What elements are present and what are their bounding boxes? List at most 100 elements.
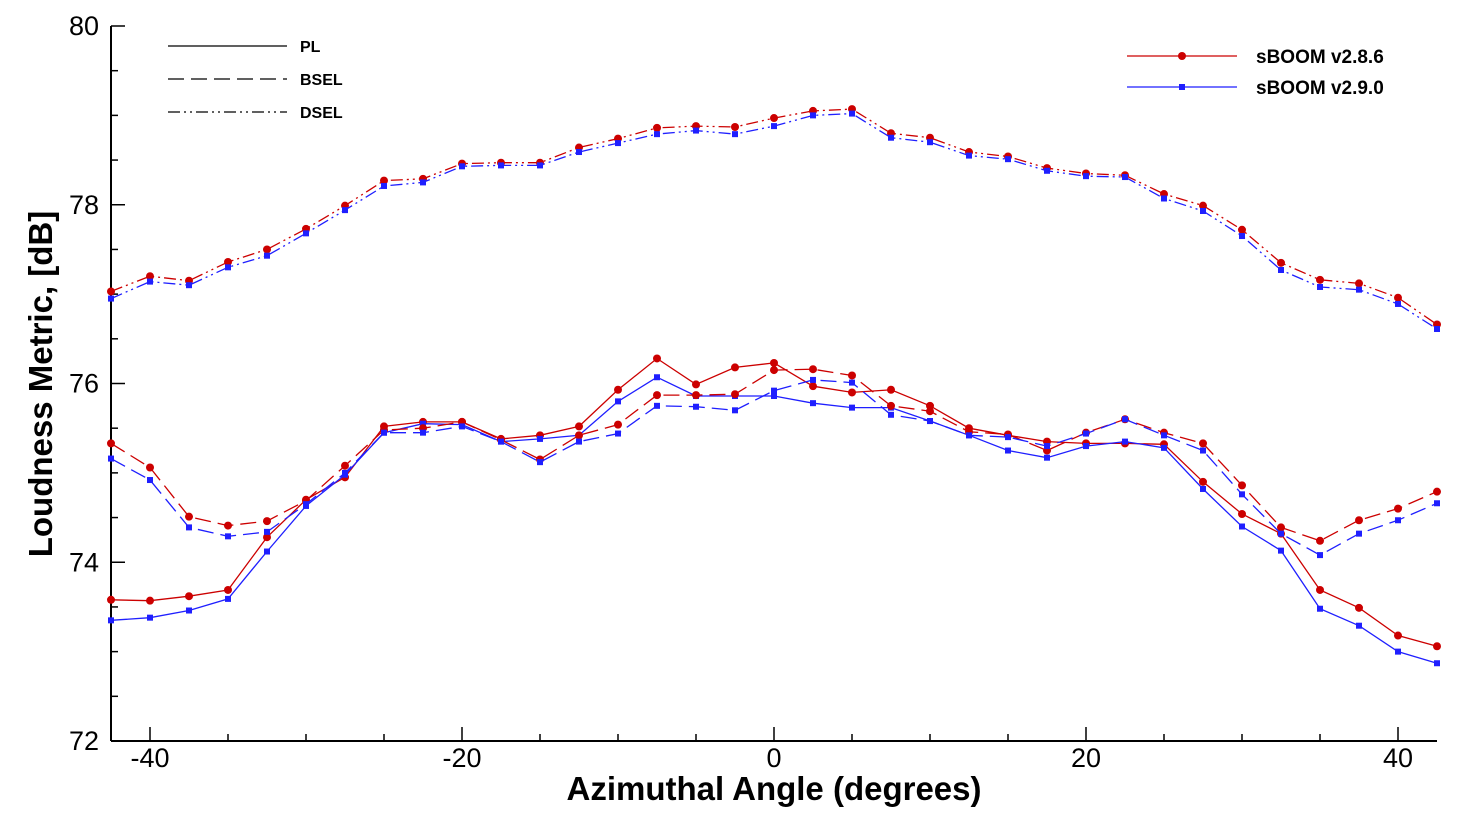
series-line	[110, 376, 1438, 664]
legend-pl-label: PL	[300, 39, 321, 56]
y-tick-label: 72	[69, 726, 99, 756]
data-point	[1434, 660, 1440, 667]
data-point	[498, 438, 504, 445]
data-point	[614, 420, 622, 429]
data-point	[966, 152, 972, 159]
data-point	[1434, 500, 1440, 507]
data-point	[185, 592, 193, 601]
series-line	[110, 112, 1438, 330]
series-layer	[107, 105, 1441, 667]
data-point	[692, 380, 700, 389]
data-point	[263, 245, 271, 254]
data-point	[186, 607, 192, 614]
data-point	[770, 366, 778, 375]
data-point	[1239, 491, 1245, 498]
data-point	[1238, 225, 1246, 234]
data-point	[1161, 432, 1167, 439]
data-point	[537, 435, 543, 442]
data-point	[966, 432, 972, 439]
x-tick-label: 20	[1071, 743, 1101, 773]
data-point	[771, 387, 777, 394]
data-point	[108, 617, 114, 624]
y-axis-title: Loudness Metric, [dB]	[22, 211, 59, 558]
data-point	[185, 512, 193, 521]
data-point	[1083, 430, 1089, 437]
data-point	[146, 596, 154, 605]
data-point	[1394, 293, 1402, 302]
x-axis-title: Azimuthal Angle (degrees)	[567, 770, 982, 807]
data-point	[770, 114, 778, 123]
data-point	[498, 162, 504, 169]
data-point	[224, 521, 232, 530]
data-point	[1395, 648, 1401, 655]
data-point	[1161, 195, 1167, 202]
y-tick-label: 74	[69, 547, 99, 577]
data-point	[1122, 416, 1128, 423]
data-point	[224, 257, 232, 266]
data-point	[1394, 504, 1402, 513]
data-point	[654, 374, 660, 381]
data-point	[1239, 523, 1245, 530]
data-point	[342, 469, 348, 476]
data-point	[1355, 516, 1363, 525]
data-point	[1278, 547, 1284, 554]
data-point	[771, 123, 777, 130]
data-point	[888, 134, 894, 141]
data-point	[849, 110, 855, 117]
data-point	[420, 420, 426, 427]
data-point	[887, 401, 895, 410]
data-point	[770, 358, 778, 367]
legend-bsel-label: BSEL	[300, 72, 343, 89]
data-point	[654, 131, 660, 138]
data-point	[1005, 434, 1011, 441]
data-point	[1161, 444, 1167, 451]
data-point	[1278, 530, 1284, 537]
legend-version-label: sBOOM v2.8.6	[1256, 47, 1384, 68]
axes: -40 -20 0 20 40 72 74 76 78 80	[69, 11, 1437, 773]
data-point	[848, 371, 856, 380]
data-point	[107, 595, 115, 604]
legend-dsel-label: DSEL	[300, 105, 343, 122]
data-point	[1316, 536, 1324, 545]
data-point	[1395, 517, 1401, 524]
data-point	[342, 207, 348, 214]
x-tick-label: -40	[130, 743, 169, 773]
legend-version-marker	[1178, 52, 1186, 60]
data-point	[927, 418, 933, 425]
data-point	[576, 149, 582, 156]
data-point	[1083, 173, 1089, 180]
data-point	[575, 431, 583, 440]
data-point	[459, 423, 465, 430]
data-point	[303, 230, 309, 237]
data-point	[381, 182, 387, 189]
series-line	[110, 108, 1438, 326]
data-point	[303, 501, 309, 508]
y-tick-label: 78	[69, 190, 99, 220]
data-point	[810, 112, 816, 119]
version-legend: sBOOM v2.8.6 sBOOM v2.9.0	[1127, 47, 1384, 99]
data-point	[615, 430, 621, 437]
data-point	[186, 282, 192, 289]
data-point	[147, 278, 153, 285]
data-point	[108, 455, 114, 462]
data-point	[264, 528, 270, 535]
data-point	[692, 391, 700, 400]
data-point	[927, 139, 933, 146]
data-point	[732, 407, 738, 414]
legend-version-marker	[1179, 84, 1185, 90]
data-point	[420, 429, 426, 436]
legend-version-label: sBOOM v2.9.0	[1256, 78, 1384, 99]
series-dsel-v286	[107, 105, 1441, 329]
data-point	[1199, 439, 1207, 448]
data-point	[147, 477, 153, 484]
data-point	[810, 376, 816, 383]
data-point	[263, 517, 271, 526]
series-pl-v290	[108, 374, 1440, 667]
data-point	[810, 400, 816, 407]
data-point	[537, 162, 543, 169]
data-point	[1238, 509, 1246, 518]
data-point	[575, 422, 583, 431]
data-point	[264, 548, 270, 555]
data-point	[887, 385, 895, 394]
